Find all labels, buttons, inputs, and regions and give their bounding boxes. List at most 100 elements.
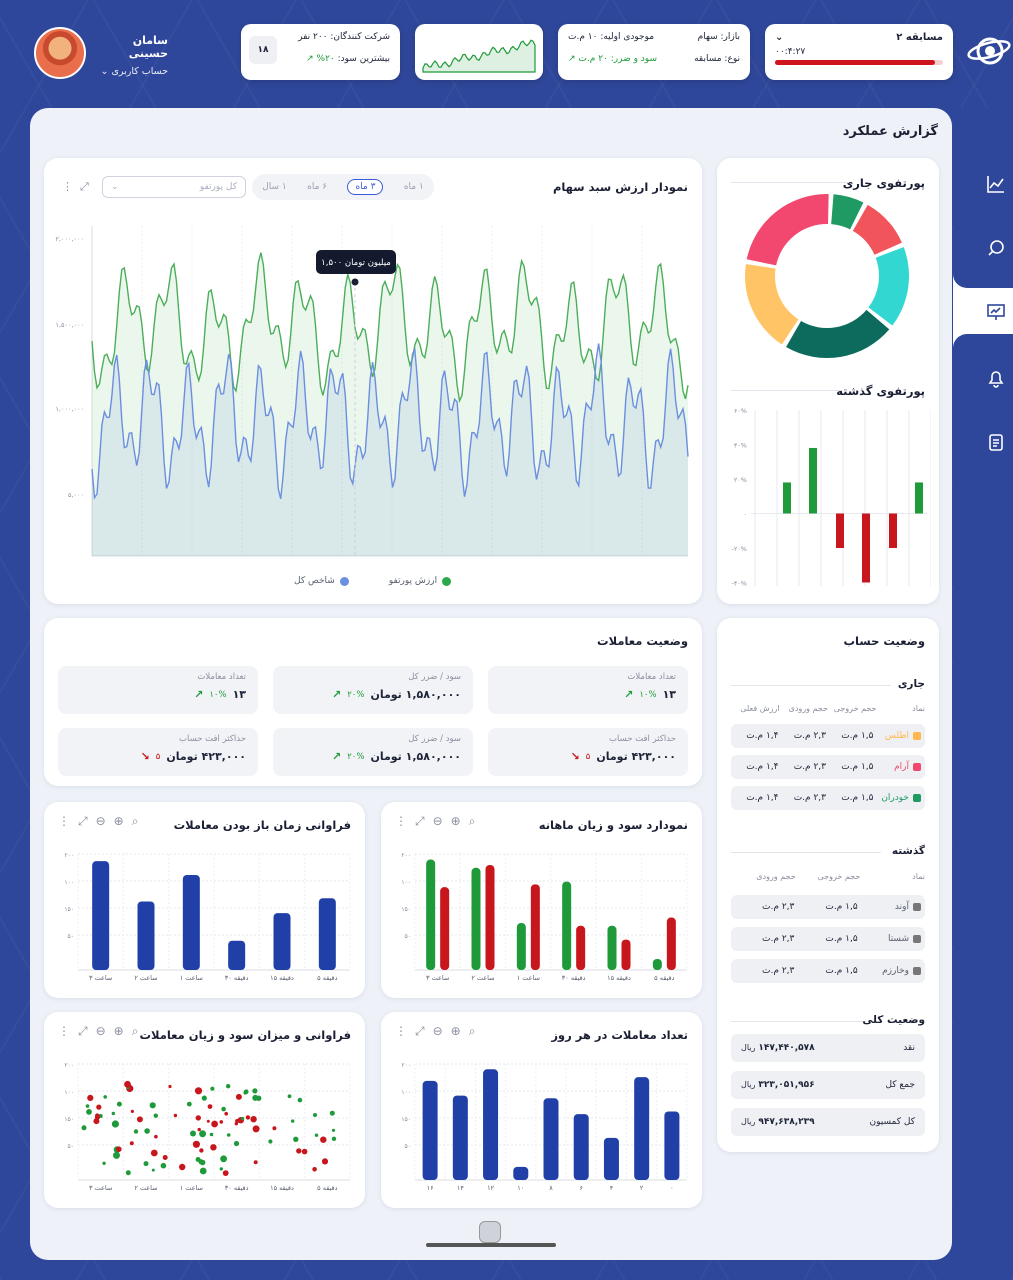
more-icon[interactable]: ⋮ (58, 814, 70, 828)
portfolio-line-chart: ۲,۰۰۰,۰۰۰ ۱,۵۰۰,۰۰۰ ۱,۰۰۰,۰۰۰ ۵,۰۰۰ ۱,۵۰۰ می… (55, 226, 689, 557)
bar (273, 913, 291, 970)
scatter-point (320, 1136, 327, 1143)
zoom-out-icon[interactable]: ⊖ (432, 1024, 443, 1038)
keyboard-icon[interactable] (479, 1221, 501, 1243)
candle-bar (783, 482, 791, 514)
scatter-point (116, 1101, 122, 1107)
tab-1-year[interactable]: ۱ سال (262, 182, 287, 192)
scatter-point (297, 1097, 303, 1103)
candle-bar (862, 513, 870, 583)
x-tick-label: ۱۵ دقیقه (270, 1184, 294, 1192)
expand-icon[interactable]: ⤢ (415, 1024, 425, 1038)
search-icon[interactable]: ⌕ (131, 814, 139, 828)
zoom-out-icon[interactable]: ⊖ (95, 1024, 106, 1038)
scatter-point (113, 1151, 120, 1159)
trend-down-icon: ↘ (570, 750, 580, 763)
avatar[interactable] (34, 27, 86, 79)
scatter-point (331, 1128, 336, 1132)
chevron-down-icon[interactable]: ⌄ (775, 32, 784, 43)
scatter-point (198, 1159, 204, 1165)
bar (452, 1095, 468, 1180)
bar (652, 958, 662, 970)
table-row[interactable]: وخارزم ۱,۵ م.ت ۲,۳ م.ت (731, 959, 925, 983)
zoom-in-icon[interactable]: ⊕ (450, 814, 461, 828)
portfolio-value-panel: نمودار ارزش سبد سهام ۱ ماه ۳ ماه ۶ ماه ۱… (44, 158, 702, 604)
scatter-point (186, 1101, 192, 1107)
more-icon[interactable]: ⋮ (395, 1024, 407, 1038)
tab-6-month[interactable]: ۶ ماه (307, 182, 328, 192)
account-link[interactable]: حساب کاربری (111, 66, 168, 77)
table-row[interactable]: شستا ۱,۵ م.ت ۲,۳ م.ت (731, 927, 925, 951)
table-row[interactable]: آرام ۱,۵ م.ت ۲,۳ م.ت ۱,۴ م.ت (731, 755, 925, 779)
cell-in: ۲,۳ م.ت (762, 934, 795, 944)
scatter-point (321, 1158, 329, 1165)
competition-card[interactable]: مسابقه ۲ ⌄ ۰۰:۴:۲۷ (765, 24, 953, 80)
more-icon[interactable]: ⋮ (58, 1024, 70, 1038)
scatter-point (312, 1167, 317, 1172)
y-tick-label: ۱۵۰ (401, 1116, 411, 1123)
bar (576, 925, 586, 970)
chart-panel: نمودارد سود و زیان ماهانه ⋮ ⤢ ⊖ ⊕ ⌕ ۲۰۰ ۱۰۰ ۱۵۰ ۵… (381, 802, 702, 998)
search-icon[interactable]: ⌕ (468, 1024, 476, 1038)
x-tick-label: ۰ (670, 1184, 674, 1192)
more-icon[interactable]: ⋮ (395, 814, 407, 828)
bar (543, 1098, 559, 1180)
y-tick-label: ۱۰۰ (401, 1089, 411, 1096)
color-chip (913, 935, 921, 943)
stat-card: حداکثر افت حساب ۴۲۳,۰۰۰ تومان ۵ ↘ (488, 728, 688, 776)
table-header: حجم خروجی (833, 704, 877, 713)
scatter-point (291, 1119, 295, 1123)
tab-1-month[interactable]: ۱ ماه (403, 182, 424, 192)
x-tick-label: ۳۰ دقیقه (562, 974, 586, 982)
scatter-point (154, 1134, 158, 1139)
more-icon[interactable]: ⋮ (62, 180, 73, 193)
logo (966, 28, 1012, 74)
user-menu[interactable]: سامان حسینی حساب کاربری ⌄ (96, 34, 168, 77)
zoom-in-icon[interactable]: ⊕ (450, 1024, 461, 1038)
bar (422, 1080, 438, 1180)
bar (603, 1137, 619, 1180)
x-tick-label: ۱۰ (517, 1184, 524, 1192)
y-tick-label: ۱۰۰ (401, 879, 411, 886)
zoom-out-icon[interactable]: ⊖ (95, 814, 106, 828)
portfolio-select[interactable]: کل پورتفو ⌄ (102, 176, 246, 198)
search-icon[interactable]: ⌕ (131, 1024, 139, 1038)
scatter-point (160, 1162, 167, 1169)
candle-bar (836, 513, 844, 548)
y-tick-label: ۵۰ (68, 933, 74, 940)
expand-icon[interactable]: ⤢ (78, 814, 88, 828)
scatter-point (190, 1130, 196, 1137)
scatter-point (235, 1093, 242, 1100)
bar (92, 861, 110, 970)
table-row[interactable]: خودران ۱,۵ م.ت ۲,۳ م.ت ۱,۴ م.ت (731, 786, 925, 810)
table-header: حجم خروجی (817, 872, 861, 881)
competition-progress (775, 60, 943, 65)
table-row[interactable]: اطلس ۱,۵ م.ت ۲,۳ م.ت ۱,۴ م.ت (731, 724, 925, 748)
nav-bell-icon[interactable] (982, 364, 1010, 392)
zoom-in-icon[interactable]: ⊕ (113, 814, 124, 828)
scatter-point (173, 1113, 178, 1118)
x-tick-label: ۱۵ دقیقه (607, 974, 631, 982)
y-tick-label: -۲۰% (731, 545, 747, 553)
search-icon[interactable]: ⌕ (468, 814, 476, 828)
expand-icon[interactable]: ⤢ (78, 1024, 88, 1038)
nav-presentation-icon[interactable] (982, 298, 1010, 326)
table-header: نماد (912, 872, 925, 881)
scatter-point (221, 1106, 226, 1112)
table-row[interactable]: آوند ۱,۵ م.ت ۲,۳ م.ت (731, 895, 925, 919)
chart-tooltip (316, 250, 396, 274)
tab-3-month[interactable]: ۳ ماه (347, 179, 384, 195)
zoom-out-icon[interactable]: ⊖ (432, 814, 443, 828)
cell-in: ۲,۳ م.ت (762, 966, 795, 976)
nav-chart-icon[interactable] (982, 170, 1010, 198)
scatter-point (211, 1120, 219, 1128)
stat-percent: ۲۰% (347, 751, 365, 762)
expand-icon[interactable]: ⤢ (80, 180, 89, 193)
expand-icon[interactable]: ⤢ (415, 814, 425, 828)
past-portfolio-title: پورتفوی گذشته (836, 384, 925, 398)
scatter-point (124, 1080, 131, 1088)
scatter-point (226, 1084, 231, 1089)
nav-search-icon[interactable] (982, 234, 1010, 262)
zoom-in-icon[interactable]: ⊕ (113, 1024, 124, 1038)
nav-clipboard-icon[interactable] (982, 428, 1010, 456)
